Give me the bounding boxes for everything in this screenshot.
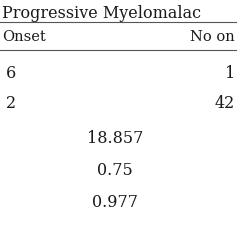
Text: 0.75: 0.75 — [97, 162, 133, 179]
Text: 18.857: 18.857 — [87, 130, 143, 147]
Text: Progressive Myelomalac: Progressive Myelomalac — [2, 5, 201, 22]
Text: 1: 1 — [225, 65, 235, 82]
Text: No on: No on — [190, 30, 235, 44]
Text: 2: 2 — [6, 95, 16, 112]
Text: 6: 6 — [6, 65, 16, 82]
Text: 42: 42 — [215, 95, 235, 112]
Text: Onset: Onset — [2, 30, 46, 44]
Text: 0.977: 0.977 — [92, 194, 138, 211]
